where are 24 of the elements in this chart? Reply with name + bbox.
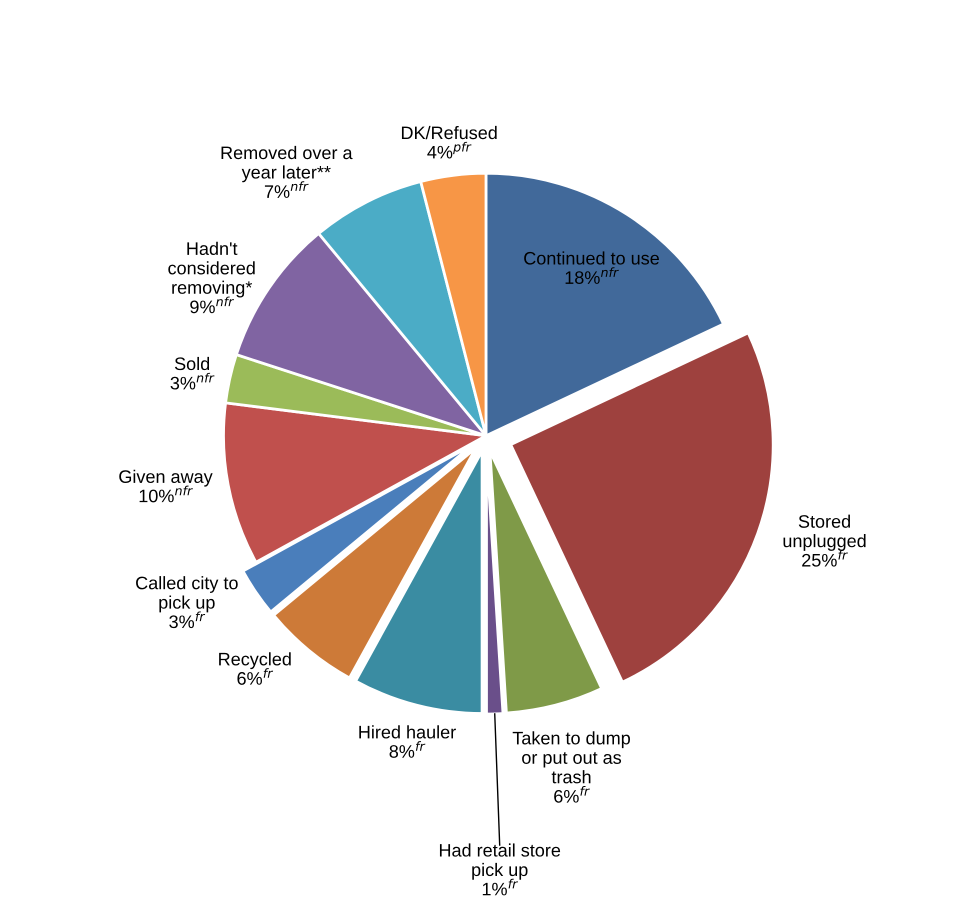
data-label: 3%$^{nfr}$ — [170, 372, 214, 390]
data-label: 3%$^{fr}$ — [169, 611, 206, 628]
data-label: 4%$^{pfr}$ — [427, 142, 472, 158]
data-label: 10%$^{nfr}$ — [140, 486, 193, 502]
slice-label: Called city to pick up — [136, 576, 238, 612]
slice-label: Sold — [174, 356, 210, 370]
data-label: 18%$^{nfr}$ — [566, 267, 619, 284]
slice-label: Taken to dump or put out as trash — [512, 731, 630, 784]
data-label: 8%$^{fr}$ — [390, 741, 426, 758]
slice-label: Continued to use — [524, 251, 659, 265]
slice-label: Hadn't considered removing* — [168, 242, 255, 298]
slice-label: Given away — [119, 470, 213, 487]
data-label: 6%$^{fr}$ — [237, 668, 274, 685]
slice-label: DK/Refused — [402, 126, 497, 140]
slice-label: Had retail store pick up — [440, 843, 560, 880]
slice-label: Stored unplugged — [784, 514, 866, 551]
data-label: 1%$^{fr}$ — [482, 878, 518, 896]
data-label: 6%$^{fr}$ — [554, 786, 590, 803]
data-label: 7%$^{nfr}$ — [264, 181, 309, 198]
slice-label: Recycled — [219, 652, 291, 670]
slice-label: Removed over a year later** — [222, 146, 353, 182]
data-label: 25%$^{fr}$ — [802, 550, 848, 567]
slice-label: Hired hauler — [359, 725, 456, 739]
data-label: 9%$^{nfr}$ — [190, 296, 234, 314]
